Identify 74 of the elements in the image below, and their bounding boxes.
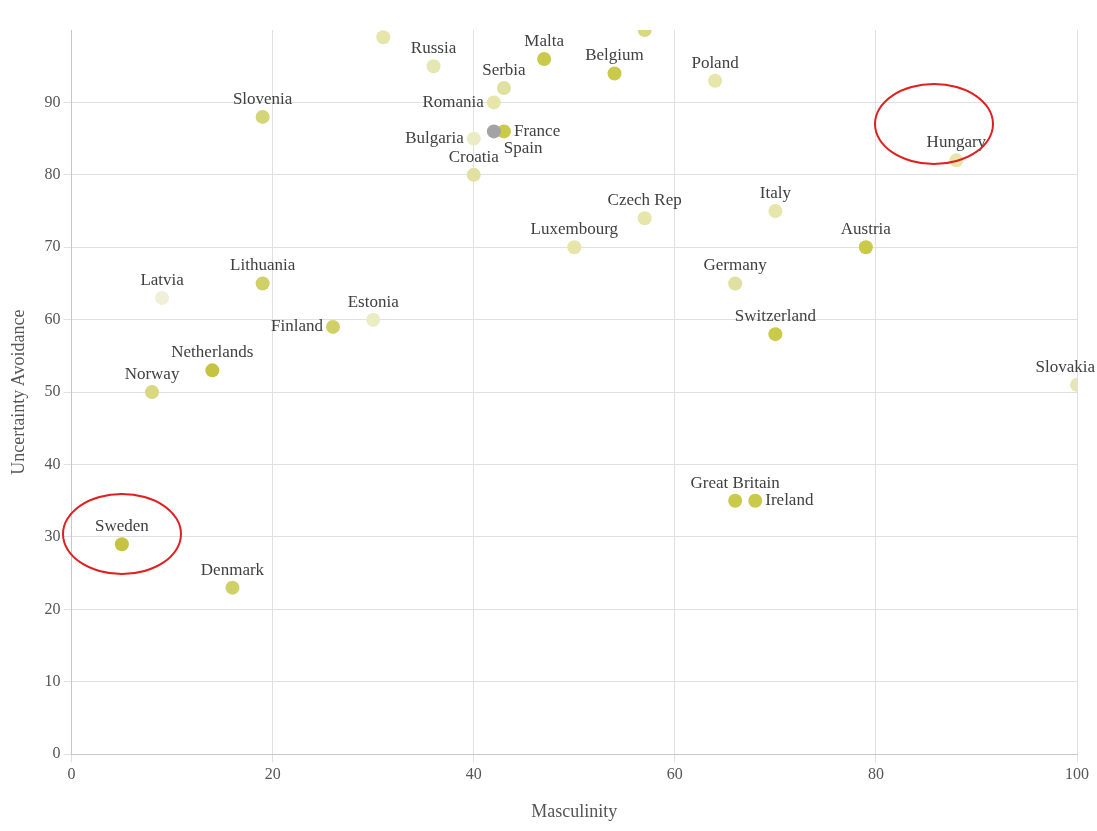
x-tick-label: 40 xyxy=(465,765,482,782)
annotation: Latvia xyxy=(140,269,185,289)
y-tick-label: 10 xyxy=(44,671,61,689)
annotation: Ireland xyxy=(765,490,814,510)
x-tick-label: 20 xyxy=(264,765,281,782)
point xyxy=(376,30,391,45)
annotation: Luxembourg xyxy=(530,219,619,239)
annotation: Netherlands xyxy=(171,342,254,362)
annotation: France xyxy=(513,120,561,140)
point xyxy=(748,493,763,508)
annotation: Austria xyxy=(840,219,892,239)
point xyxy=(708,73,723,88)
point xyxy=(255,109,270,124)
point xyxy=(537,51,552,66)
annotation: Switzerland xyxy=(734,306,817,326)
x-axis-title: Masculinity xyxy=(531,800,618,821)
annotation: Hungary xyxy=(926,132,987,152)
point xyxy=(486,95,501,110)
point xyxy=(114,537,129,552)
point xyxy=(155,290,170,305)
y-tick-label: 70 xyxy=(44,237,61,255)
annotation: Czech Rep xyxy=(607,190,682,210)
y-tick-label: 30 xyxy=(44,527,61,545)
point xyxy=(205,363,220,378)
x-tick-label: 0 xyxy=(67,765,76,782)
point xyxy=(145,385,160,400)
y-tick-label: 90 xyxy=(44,92,61,110)
point xyxy=(858,240,873,255)
x-tick-label: 80 xyxy=(867,765,884,782)
point xyxy=(466,167,481,182)
x-tick-label: 100 xyxy=(1065,765,1089,782)
point xyxy=(326,319,340,334)
annotation: Italy xyxy=(759,183,792,203)
y-tick-label: 80 xyxy=(44,165,61,183)
x-tick-label: 60 xyxy=(666,765,683,782)
point xyxy=(496,80,511,95)
point xyxy=(637,211,652,226)
y-tick-label: 40 xyxy=(44,454,61,472)
annotation: Poland xyxy=(691,52,740,72)
annotation: Sweden xyxy=(94,516,150,536)
point xyxy=(426,59,441,74)
annotation: Finland xyxy=(271,316,324,336)
annotation: Denmark xyxy=(200,559,265,579)
annotation: Serbia xyxy=(482,59,527,79)
point xyxy=(768,327,783,342)
annotation: Russia xyxy=(410,38,457,58)
annotation: Croatia xyxy=(448,146,500,166)
annotation: Spain xyxy=(503,137,544,157)
point xyxy=(607,66,622,81)
annotation: Great Britain xyxy=(690,472,781,492)
point xyxy=(567,240,582,255)
annotation: Estonia xyxy=(347,291,400,311)
point xyxy=(225,580,240,595)
annotation: Belgium xyxy=(585,45,644,65)
point xyxy=(768,204,783,219)
point xyxy=(728,493,743,508)
annotation: Romania xyxy=(422,91,485,111)
point xyxy=(366,312,381,327)
y-tick-label: 50 xyxy=(44,382,61,400)
y-tick-label: 60 xyxy=(44,309,61,327)
point xyxy=(466,131,481,146)
annotation: Germany xyxy=(703,255,768,275)
annotation: Malta xyxy=(524,30,565,50)
point xyxy=(255,276,270,291)
y-tick-label: 0 xyxy=(52,744,61,762)
annotation: Slovakia xyxy=(1035,356,1096,376)
y-axis-title: Uncertainty Avoidance xyxy=(7,309,28,475)
annotation: Norway xyxy=(124,364,180,384)
point xyxy=(486,124,501,139)
point xyxy=(728,276,743,291)
annotation: Lithuania xyxy=(230,255,296,275)
annotation: Slovenia xyxy=(232,88,293,108)
annotation: Bulgaria xyxy=(405,128,465,148)
y-tick-label: 20 xyxy=(44,599,61,617)
